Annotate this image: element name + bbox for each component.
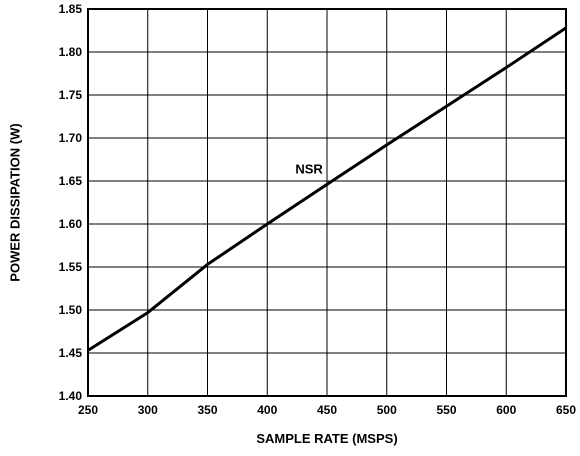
- series-line-nsr: [87, 26, 567, 352]
- y-tick-label: 1.60: [59, 217, 83, 231]
- y-tick-label: 1.70: [59, 131, 83, 145]
- y-tick-label: 1.55: [59, 260, 83, 274]
- y-tick-label: 1.50: [59, 303, 83, 317]
- plot-frame: [87, 8, 567, 397]
- x-tick-label: 400: [257, 403, 277, 417]
- y-tick-labels: 1.40 1.45 1.50 1.55 1.60 1.65 1.70 1.75 1.80 1.85: [59, 2, 83, 403]
- y-tick-label: 1.65: [59, 174, 83, 188]
- series-label-annotation: NSR: [295, 161, 323, 176]
- x-tick-label: 450: [317, 403, 337, 417]
- x-tick-label: 650: [556, 403, 576, 417]
- series-layer: [87, 26, 567, 352]
- y-tick-label: 1.40: [59, 389, 83, 403]
- y-tick-label: 1.85: [59, 2, 83, 16]
- x-tick-label: 500: [377, 403, 397, 417]
- y-axis-label: POWER DISSIPATION (W): [7, 123, 22, 281]
- grid: [87, 8, 567, 397]
- x-tick-label: 300: [138, 403, 158, 417]
- x-axis-label: SAMPLE RATE (MSPS): [256, 431, 397, 446]
- y-tick-label: 1.75: [59, 88, 83, 102]
- annotations: NSR: [295, 161, 323, 176]
- x-tick-label: 550: [436, 403, 456, 417]
- x-tick-label: 350: [197, 403, 217, 417]
- x-tick-labels: 250 300 350 400 450 500 550 600 650: [78, 403, 576, 417]
- y-tick-label: 1.80: [59, 45, 83, 59]
- x-tick-label: 600: [496, 403, 516, 417]
- y-tick-label: 1.45: [59, 346, 83, 360]
- x-tick-label: 250: [78, 403, 98, 417]
